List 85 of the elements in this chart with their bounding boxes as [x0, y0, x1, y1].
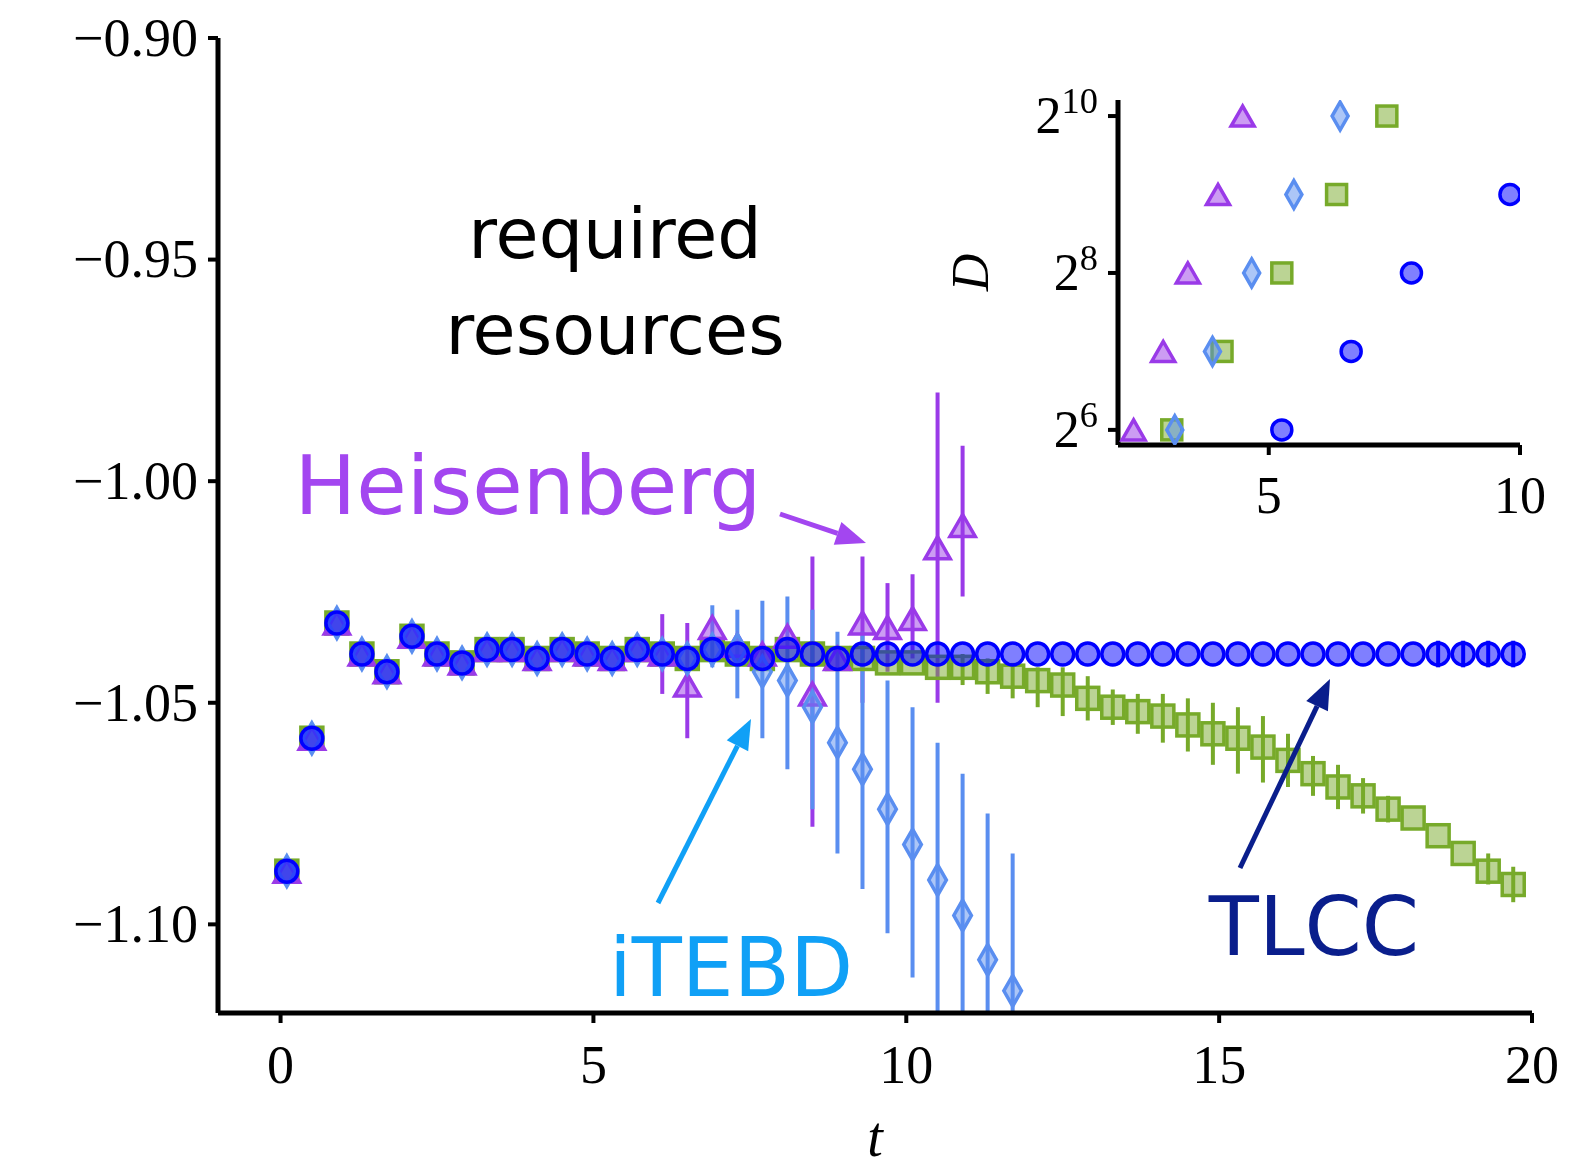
- point: [1375, 104, 1399, 128]
- point: [924, 641, 951, 667]
- point: [1049, 672, 1076, 698]
- point: [1049, 641, 1076, 667]
- point: [1375, 641, 1401, 667]
- y-tick-label: −1.05: [73, 672, 198, 733]
- x-tick-label: 5: [1255, 467, 1282, 525]
- point: [1074, 685, 1101, 712]
- point: [1204, 182, 1232, 207]
- x-tick-label: 5: [579, 1034, 607, 1095]
- y-axis-title: D: [942, 253, 999, 293]
- point: [1024, 641, 1051, 667]
- point: [1200, 721, 1226, 747]
- x-tick-label: 10: [1494, 467, 1546, 525]
- point: [1225, 725, 1251, 751]
- point: [1175, 641, 1201, 667]
- point: [1074, 641, 1101, 667]
- point: [1250, 734, 1276, 760]
- point: [923, 534, 952, 561]
- x-axis-title: t: [867, 1106, 885, 1168]
- point: [1475, 641, 1501, 667]
- y-tick-label: −1.10: [73, 894, 198, 955]
- point: [1325, 641, 1351, 667]
- annotation: required resources: [445, 193, 785, 371]
- point: [948, 512, 977, 539]
- point: [1425, 641, 1451, 667]
- point: [1229, 104, 1256, 128]
- point: [1400, 641, 1426, 667]
- point: [1125, 641, 1151, 667]
- point: [1399, 261, 1424, 285]
- y-tick-label: 2$^{10}$: [1035, 81, 1098, 145]
- point: [999, 641, 1026, 667]
- point: [1225, 641, 1251, 667]
- annotation: iTEBD: [608, 920, 854, 1015]
- x-tick-label: 10: [879, 1034, 934, 1095]
- point: [1300, 760, 1326, 787]
- x-tick-label: 0: [267, 1034, 295, 1095]
- point: [949, 641, 976, 667]
- point: [1125, 698, 1151, 725]
- point: [1500, 641, 1526, 667]
- point: [1275, 641, 1301, 667]
- point: [1498, 182, 1520, 207]
- point: [1350, 783, 1376, 809]
- x-tick-label: 20: [1505, 1034, 1559, 1095]
- point: [1270, 261, 1294, 285]
- point: [1270, 418, 1294, 442]
- point: [974, 641, 1001, 667]
- y-tick-label: 2$^{6}$: [1053, 395, 1098, 459]
- y-tick-label: −1.00: [73, 451, 198, 511]
- point: [1200, 641, 1226, 667]
- point: [898, 605, 927, 632]
- point: [1100, 641, 1126, 667]
- point: [1250, 641, 1276, 667]
- point: [1300, 641, 1326, 667]
- point: [1150, 641, 1176, 667]
- point: [1350, 641, 1376, 667]
- point: [899, 641, 926, 667]
- point: [874, 641, 901, 667]
- point: [1024, 667, 1051, 694]
- annotation: TLCC: [1207, 879, 1420, 974]
- point: [1100, 694, 1126, 720]
- point: [1400, 805, 1426, 831]
- point: [1339, 339, 1363, 364]
- point: [1120, 418, 1147, 442]
- point: [1450, 641, 1476, 667]
- y-tick-label: 2$^{8}$: [1053, 238, 1098, 302]
- point: [1475, 858, 1501, 884]
- point: [1150, 703, 1176, 729]
- point: [1450, 840, 1476, 867]
- point: [1425, 822, 1451, 849]
- annotation: Heisenberg: [294, 438, 762, 533]
- y-tick-label: −0.90: [73, 7, 198, 68]
- point: [1175, 712, 1201, 738]
- point: [1174, 261, 1202, 285]
- x-tick-label: 15: [1192, 1034, 1247, 1095]
- point: [999, 663, 1026, 689]
- y-tick-label: −0.95: [73, 229, 198, 290]
- point: [1325, 774, 1351, 800]
- point: [1149, 339, 1177, 364]
- point: [848, 610, 877, 636]
- point: [849, 641, 876, 667]
- point: [873, 614, 902, 641]
- point: [1324, 182, 1349, 207]
- point: [1500, 871, 1526, 898]
- point: [1375, 796, 1401, 822]
